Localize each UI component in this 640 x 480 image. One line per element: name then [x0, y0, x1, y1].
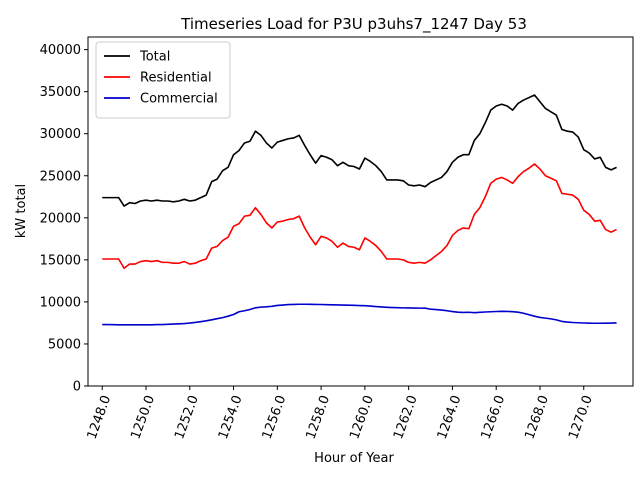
x-tick-label: 1260.0 — [347, 393, 377, 441]
x-axis-label: Hour of Year — [314, 451, 394, 466]
x-axis: 1248.0 1250.0 1252.0 1254.0 1256.0 1258.0 1260… — [85, 386, 596, 441]
y-tick-label: 40000 — [40, 43, 81, 58]
y-axis: 0 5000 10000 15000 20000 25000 30000 35000 40000 — [40, 43, 88, 395]
y-axis-label: kW total — [14, 184, 29, 238]
plot-frame — [87, 36, 634, 387]
series-line-residential — [102, 163, 617, 270]
x-tick-label: 1250.0 — [128, 393, 158, 441]
x-tick-label: 1262.0 — [391, 393, 421, 441]
x-tick-label: 1270.0 — [566, 393, 596, 441]
series-line-commercial — [102, 303, 617, 326]
legend: Total Residential Commercial — [95, 41, 231, 119]
x-tick-label: 1248.0 — [85, 393, 115, 441]
x-tick-label: 1258.0 — [303, 393, 333, 441]
y-tick-label: 15000 — [40, 253, 81, 268]
chart-title: Timeseries Load for P3U p3uhs7_1247 Day … — [180, 15, 527, 34]
x-tick-label: 1252.0 — [172, 393, 202, 441]
x-tick-label: 1266.0 — [479, 393, 509, 441]
y-tick-label: 10000 — [40, 295, 81, 310]
y-tick-label: 35000 — [40, 85, 81, 100]
legend-box — [95, 41, 231, 119]
y-tick-label: 0 — [73, 380, 81, 395]
plot-lines — [102, 94, 617, 326]
x-tick-label: 1256.0 — [260, 393, 290, 441]
x-tick-label: 1254.0 — [216, 393, 246, 441]
y-tick-label: 20000 — [40, 211, 81, 226]
x-tick-label: 1268.0 — [522, 393, 552, 441]
y-tick-label: 5000 — [48, 337, 81, 352]
legend-label-total: Total — [139, 50, 170, 65]
y-tick-label: 25000 — [40, 169, 81, 184]
legend-label-commercial: Commercial — [140, 92, 218, 107]
x-tick-label: 1264.0 — [435, 393, 465, 441]
legend-label-residential: Residential — [140, 71, 212, 86]
y-tick-label: 30000 — [40, 127, 81, 142]
series-line-total — [102, 94, 617, 207]
